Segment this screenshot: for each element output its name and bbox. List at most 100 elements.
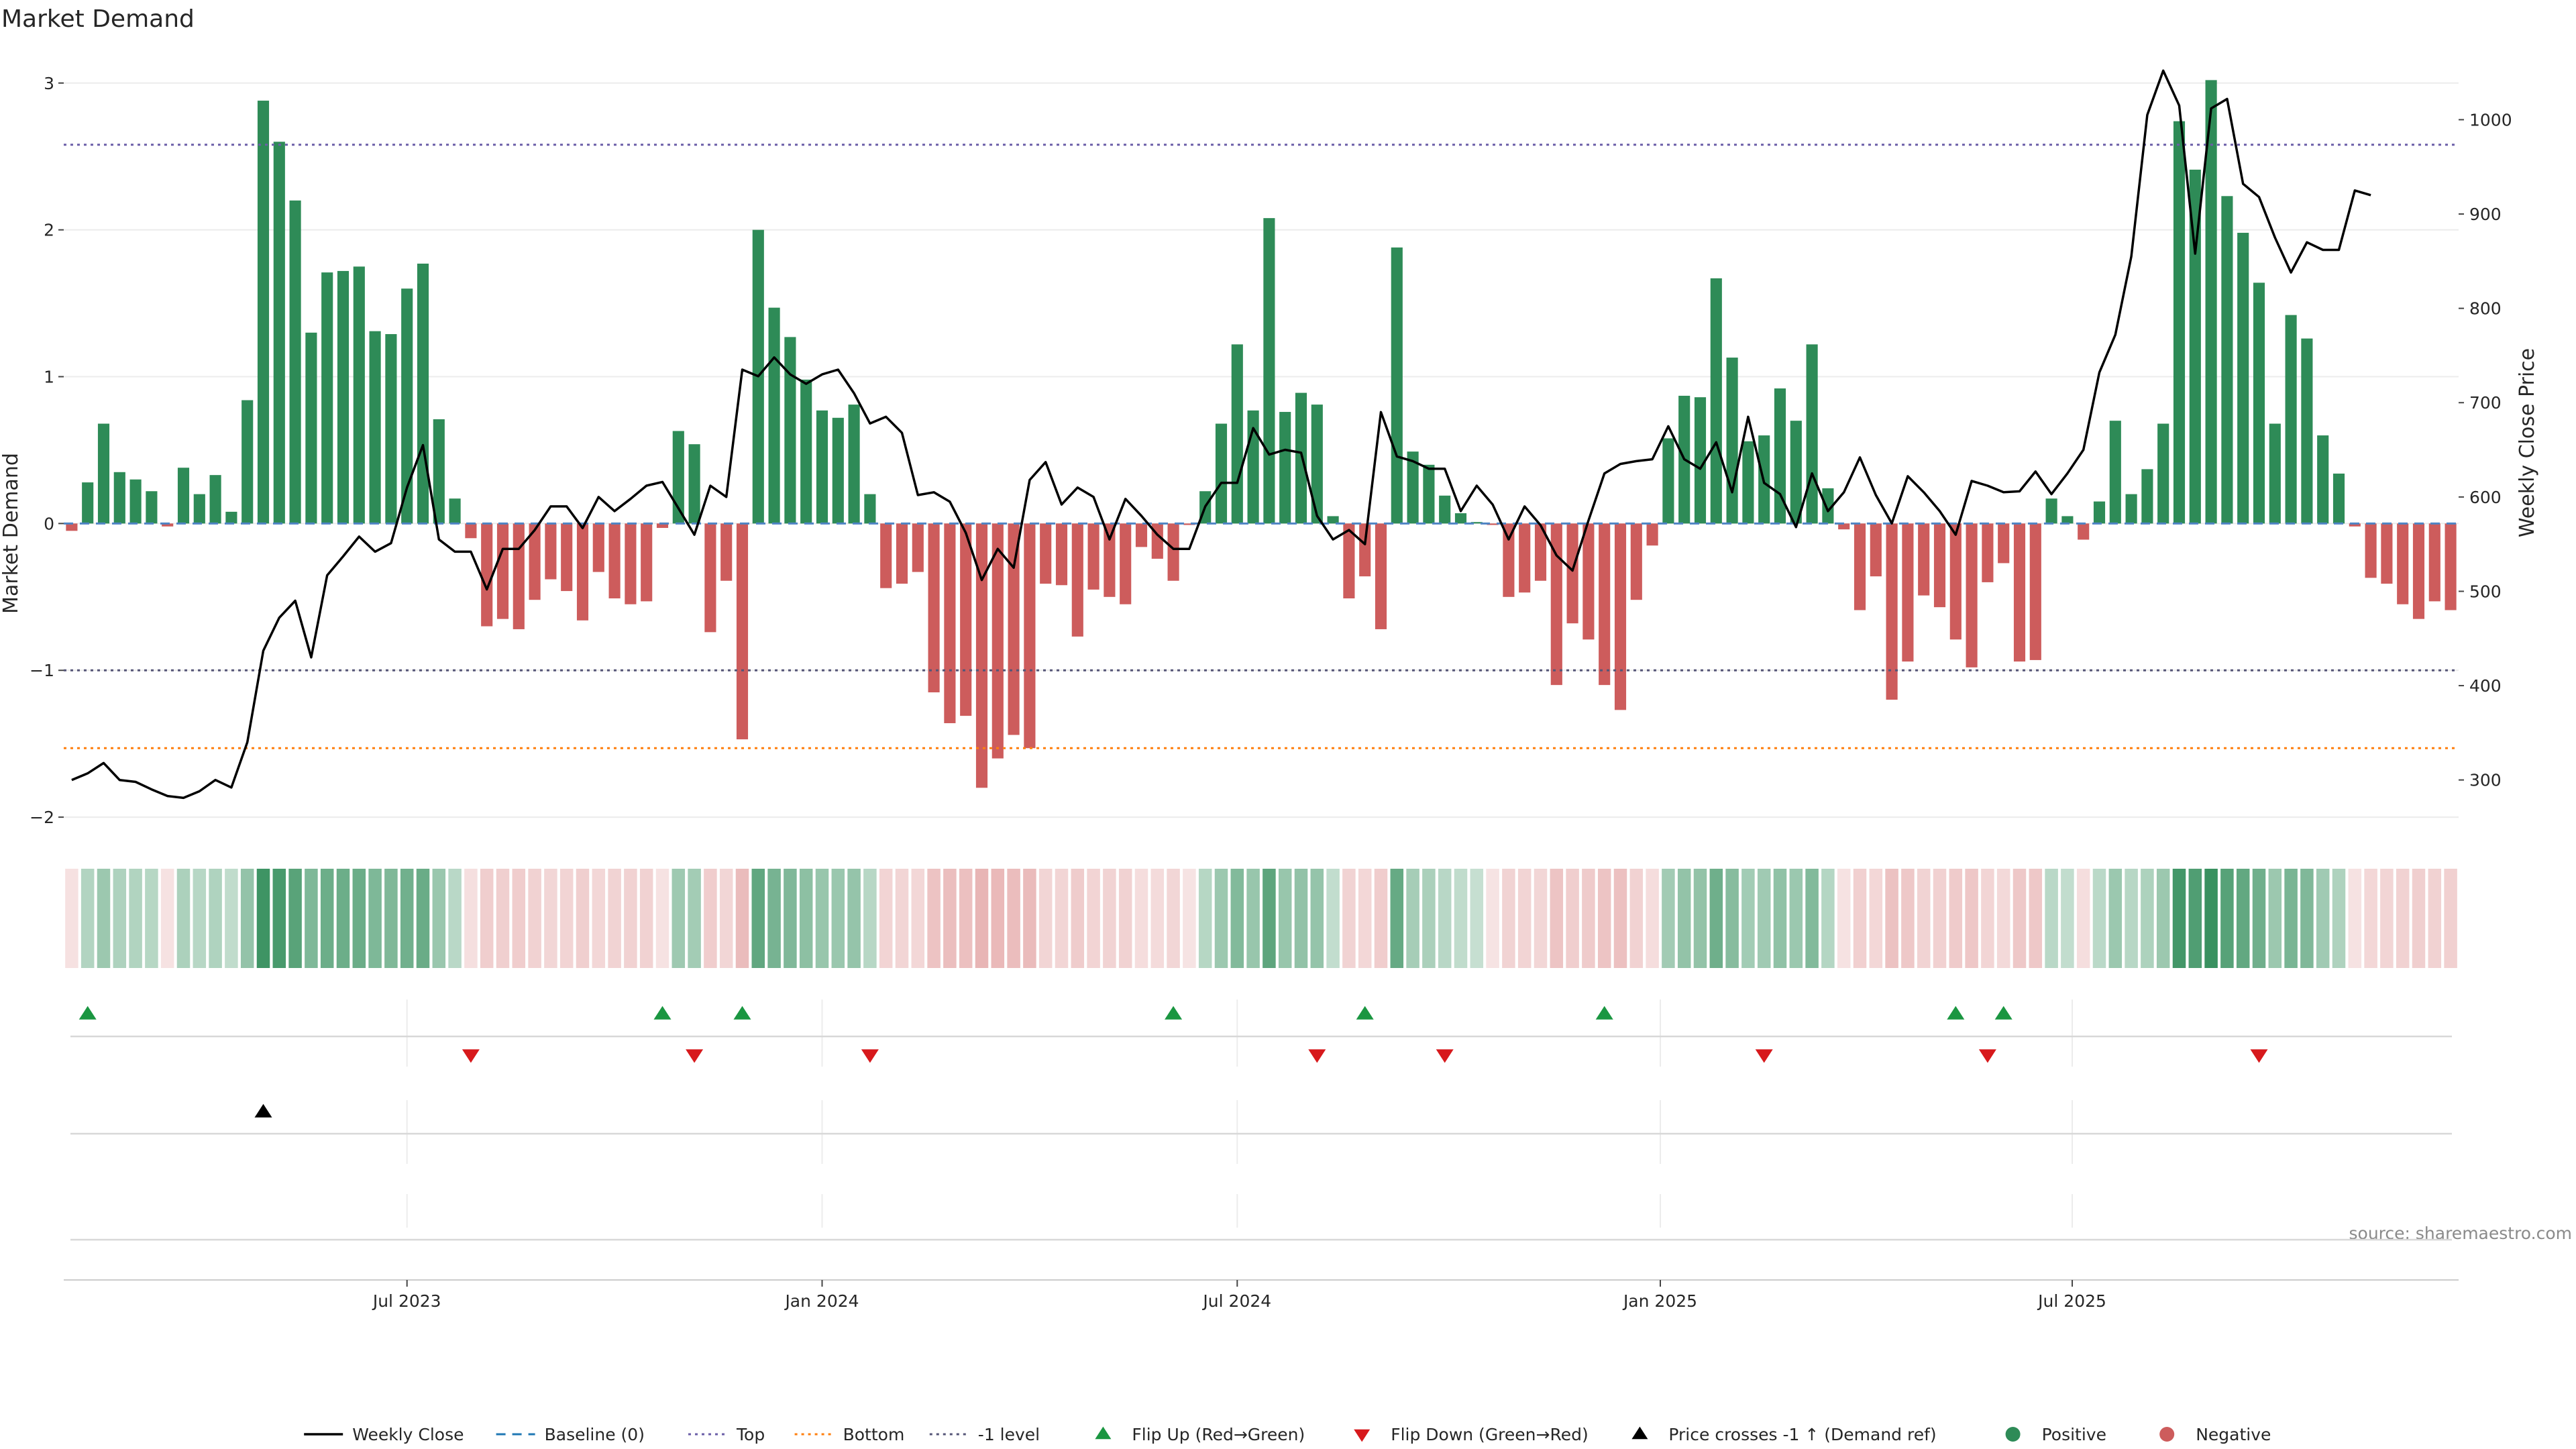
heat-strip-cell <box>288 869 302 968</box>
chart-title: Market Demand <box>1 5 195 33</box>
heat-strip-cell <box>1246 869 1260 968</box>
heat-strip-cell <box>2300 869 2314 968</box>
heat-strip-cell <box>1517 869 1532 968</box>
legend-item: -1 level <box>929 1425 1040 1444</box>
demand-bar <box>2412 523 2425 619</box>
heat-strip-cell <box>1230 869 1244 968</box>
heat-strip-cell <box>209 869 222 968</box>
heat-strip-cell <box>1071 869 1085 968</box>
demand-bar <box>1359 523 1371 577</box>
demand-bar <box>880 523 892 588</box>
demand-bar <box>417 263 429 524</box>
heat-strip-cell <box>1566 869 1579 968</box>
legend-triangle-up-icon <box>1095 1426 1112 1440</box>
heat-strip-cell <box>528 869 541 968</box>
demand-bar <box>2237 233 2249 524</box>
heat-strip-cell <box>608 869 621 968</box>
heat-strip-cell <box>1438 869 1452 968</box>
heat-strip-cell <box>2061 869 2074 968</box>
x-axis: Jul 2023 Jan 2024 Jul 2024 Jan 2025 Jul 2025 <box>64 1279 2459 1311</box>
y-right-tick-label: 1000 <box>2469 110 2512 129</box>
heat-strip-cell <box>847 869 861 968</box>
demand-bar <box>1886 523 1898 700</box>
heat-strip-cell <box>2284 869 2298 968</box>
y-left-tick-label: 3 <box>44 74 54 93</box>
heat-strip-cell <box>751 869 765 968</box>
demand-bar <box>1454 513 1467 524</box>
flip-down-marker <box>1436 1049 1454 1063</box>
y-left-tick-label: −2 <box>30 808 54 827</box>
demand-bar <box>960 523 972 716</box>
demand-bar <box>129 479 142 524</box>
demand-bar <box>2381 523 2393 584</box>
heat-strip-cell <box>145 869 158 968</box>
demand-bar <box>513 523 525 629</box>
demand-bar <box>321 272 333 524</box>
demand-bar <box>1790 421 1802 524</box>
heat-strip-cell <box>1087 869 1100 968</box>
flip-down-marker <box>1978 1049 1996 1063</box>
heat-strip-cell <box>1278 869 1292 968</box>
demand-bar <box>1407 451 1419 524</box>
heat-strip-cell <box>384 869 398 968</box>
demand-bar <box>1519 523 1531 593</box>
demand-bar <box>1215 423 1228 524</box>
heat-strip-cell <box>639 869 653 968</box>
legend-item: Negative <box>2159 1425 2271 1444</box>
heat-strip-cell <box>1582 869 1595 968</box>
demand-bar <box>1662 438 1674 524</box>
heat-strip-cell <box>240 869 254 968</box>
heat-strip-cell <box>1789 869 1803 968</box>
signal-markers <box>70 1000 2452 1241</box>
y-left-tick-label: 2 <box>44 221 54 240</box>
legend-item: Flip Up (Red→Green) <box>1095 1425 1305 1444</box>
y-right-tick-label: 500 <box>2469 582 2502 601</box>
demand-bar <box>1630 523 1642 600</box>
demand-bar <box>113 472 125 524</box>
heat-strip-cell <box>1183 869 1196 968</box>
heat-strip-cell <box>113 869 127 968</box>
demand-bar <box>2365 523 2377 578</box>
demand-bar <box>2029 523 2041 660</box>
heat-strip-cell <box>2076 869 2090 968</box>
demand-bar <box>2157 423 2169 524</box>
flip-up-marker <box>653 1006 672 1020</box>
heat-strip-cell <box>416 869 430 968</box>
demand-bar <box>1295 392 1307 524</box>
demand-bar <box>1104 523 1116 597</box>
demand-bar <box>561 523 573 592</box>
demand-bar <box>592 523 604 572</box>
demand-bar <box>736 523 749 740</box>
legend-label: Flip Down (Green→Red) <box>1391 1425 1589 1444</box>
demand-bar <box>146 491 158 524</box>
heat-strip-cell <box>2236 869 2250 968</box>
demand-bar <box>832 417 844 524</box>
heat-strip-cell <box>799 869 813 968</box>
heat-strip-cell <box>129 869 142 968</box>
heat-strip-cell <box>2156 869 2170 968</box>
demand-bar <box>1599 523 1611 686</box>
demand-bar <box>1982 523 1994 582</box>
heat-strip-cell <box>1725 869 1739 968</box>
demand-bar <box>1087 523 1099 590</box>
demand-bar <box>991 523 1004 759</box>
demand-bar <box>289 200 301 524</box>
demand-bar <box>704 523 716 633</box>
demand-bar <box>848 405 860 524</box>
heat-strip-cell <box>1773 869 1787 968</box>
demand-bar <box>2109 421 2121 524</box>
heat-strip-cell <box>1965 869 1978 968</box>
demand-bar <box>209 475 221 524</box>
heat-strip-cell <box>2141 869 2154 968</box>
heat-strip-cell <box>576 869 590 968</box>
demand-heat-strip <box>65 869 2457 968</box>
heat-strip-cell <box>735 869 749 968</box>
demand-bar <box>1614 523 1627 710</box>
heat-strip-cell <box>2220 869 2234 968</box>
demand-bar <box>257 101 270 524</box>
heat-strip-cell <box>193 869 207 968</box>
heat-strip-cell <box>1869 869 1883 968</box>
demand-bar <box>2221 196 2233 524</box>
legend-label: Weekly Close <box>352 1425 464 1444</box>
demand-bar <box>2141 469 2153 524</box>
